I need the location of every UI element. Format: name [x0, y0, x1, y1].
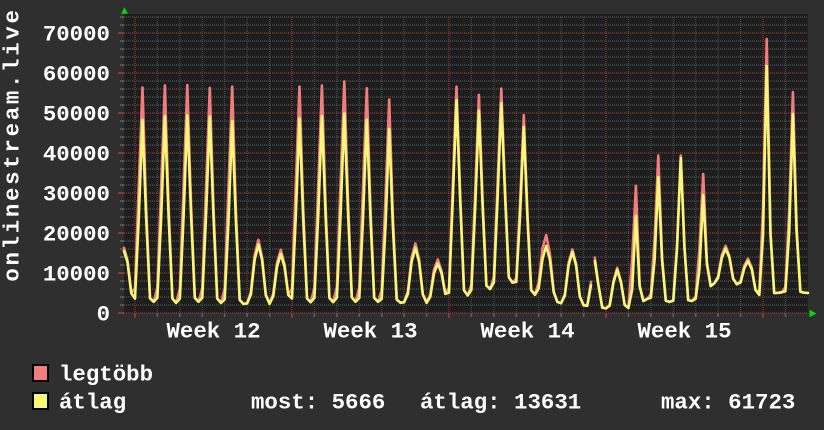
- svg-text:max: 61723: max: 61723: [661, 390, 795, 416]
- svg-text:most: 5666: most: 5666: [251, 390, 385, 416]
- svg-text:átlag: átlag: [59, 390, 126, 416]
- svg-text:60000: 60000: [43, 62, 110, 88]
- svg-text:40000: 40000: [43, 142, 110, 168]
- svg-text:70000: 70000: [43, 22, 110, 48]
- svg-text:átlag: 13631: átlag: 13631: [420, 390, 581, 416]
- svg-text:10000: 10000: [43, 262, 110, 288]
- svg-text:Week 14: Week 14: [480, 319, 574, 345]
- svg-text:Week 12: Week 12: [166, 319, 260, 345]
- svg-text:0: 0: [97, 302, 110, 328]
- svg-text:30000: 30000: [43, 182, 110, 208]
- svg-text:Week 15: Week 15: [637, 319, 731, 345]
- svg-text:onlinestream.live: onlinestream.live: [0, 7, 26, 281]
- svg-text:50000: 50000: [43, 102, 110, 128]
- svg-text:legtöbb: legtöbb: [59, 362, 153, 388]
- svg-text:20000: 20000: [43, 222, 110, 248]
- svg-text:Week 13: Week 13: [323, 319, 417, 345]
